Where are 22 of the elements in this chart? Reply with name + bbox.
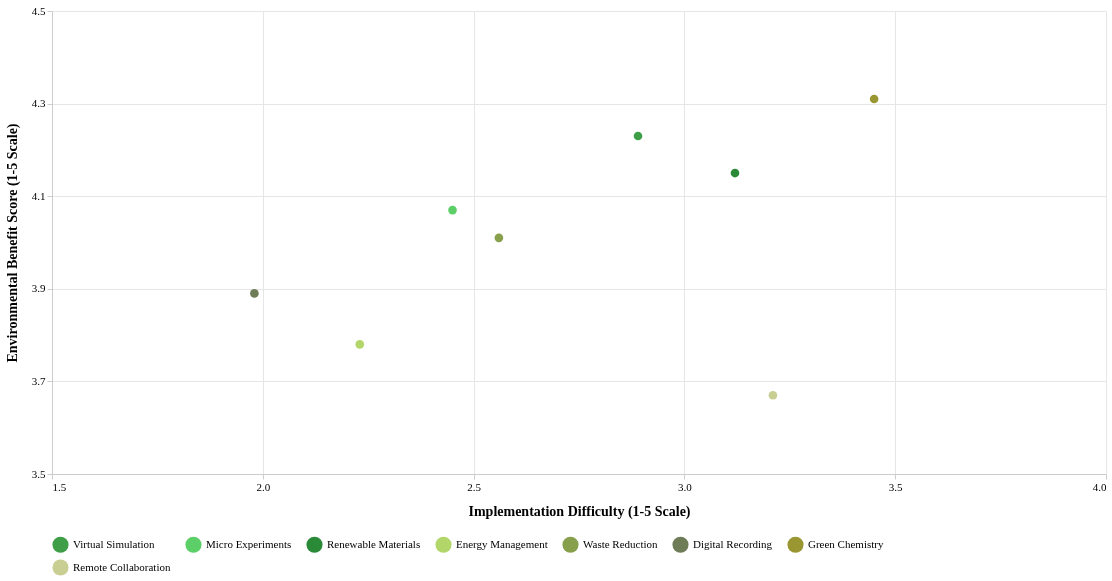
legend-label: Renewable Materials: [327, 537, 421, 550]
legend-label: Virtual Simulation: [73, 537, 156, 550]
x-axis-title: Implementation Difficulty (1-5 Scale): [468, 503, 691, 520]
legend-label: Micro Experiments: [206, 537, 292, 550]
y-tick-label: 3.7: [31, 374, 46, 387]
legend-label: Digital Recording: [693, 537, 773, 550]
y-axis-title: Environmental Benefit Score (1-5 Scale): [4, 123, 21, 363]
y-tick-label: 4.5: [31, 4, 46, 17]
legend-label: Remote Collaboration: [73, 560, 171, 573]
legend-label: Green Chemistry: [808, 537, 884, 550]
legend-label: Energy Management: [456, 537, 548, 550]
y-tick-label: 4.1: [31, 189, 46, 202]
x-tick-label: 3.5: [888, 480, 904, 493]
y-tick-label: 3.9: [31, 282, 46, 295]
x-tick-label: 1.5: [52, 480, 67, 493]
x-tick-label: 4.0: [1092, 480, 1107, 493]
y-tick-label: 4.3: [31, 97, 46, 110]
x-tick-label: 2.0: [256, 480, 271, 493]
x-tick-label: 2.5: [467, 480, 482, 493]
y-tick-label: 3.5: [31, 467, 46, 480]
legend-label: Waste Reduction: [583, 537, 659, 550]
x-tick-label: 3.0: [678, 480, 693, 493]
